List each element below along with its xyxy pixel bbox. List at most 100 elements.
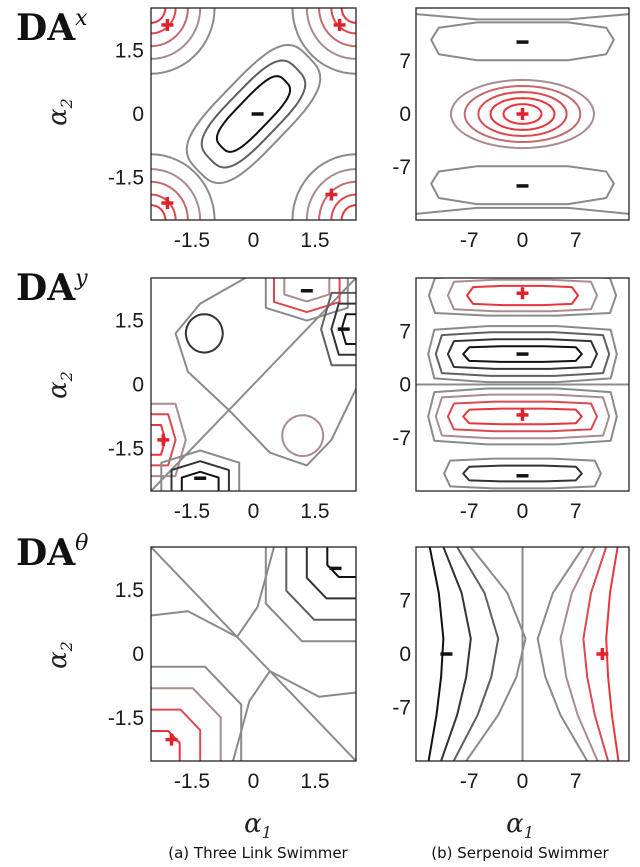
y-tick-label: -1.5 [108,437,144,460]
row-label: DAx [16,6,88,49]
contour-line [151,153,216,220]
plus-marker [157,433,170,446]
x-tick-label: -7 [460,229,479,252]
contour-line [151,730,181,761]
x-tick-label: 0 [517,229,529,252]
contour-line [462,407,583,426]
contour-line [151,708,202,761]
contour-line [427,387,618,446]
contour-line [326,547,356,578]
contour-line [215,75,292,153]
panel-frame [415,7,630,221]
contour-line [200,59,307,169]
contour-lines [416,13,629,215]
row-label: DAy [16,266,88,309]
panel-frame [415,546,630,762]
contour-line [446,400,598,433]
contour-line [151,204,167,220]
contour-line [151,402,187,478]
contour-panel-three-link-DAtheta: -1.5 0 1.5 1.5 0 -1.5 [108,546,357,793]
contour-line [430,165,615,206]
contour-line [151,665,243,761]
x-axis-label: α1 [244,809,272,842]
contour-line [440,547,472,761]
x-tick-label: -1.5 [174,229,210,252]
contour-line [170,460,230,491]
contour-line [281,414,325,458]
contour-line [305,547,356,600]
contour-line [283,278,331,303]
y-tick-label: 0 [399,103,411,126]
contour-line [465,547,527,761]
contour-lines [151,278,356,491]
y-axis-label: α2 [43,371,76,399]
contour-line [160,449,241,491]
row-label: DAθ [16,531,88,574]
x-tick-label: 0 [248,770,260,793]
y-tick-label: -7 [392,156,411,179]
x-tick-label: 1.5 [300,500,329,523]
plus-marker [516,287,529,300]
contour-line [264,547,356,643]
panel-frame [150,7,357,221]
x-tick-label: 1.5 [300,229,329,252]
contour-lines [416,278,629,490]
contour-line [180,470,220,491]
contour-lines [151,8,356,220]
contour-lines [427,547,620,761]
caption-right: (b) Serpenoid Swimmer [431,844,609,862]
contour-lines [151,547,356,761]
panel-frame [415,277,630,492]
contour-line [434,331,611,377]
contour-line [151,8,189,48]
contour-line [416,206,629,215]
contour-line [434,393,611,440]
contour-line [430,21,615,62]
y-tick-label: 0 [132,374,144,397]
zero-line [269,670,356,761]
contour-line [466,284,579,307]
contour-line [151,687,222,761]
contour-line [502,103,543,125]
contour-line [463,85,582,143]
y-tick-label: 1.5 [115,39,144,62]
contour-line [232,670,356,761]
contour-panel-three-link-DAy: -1.5 0 1.5 1.5 0 -1.5 [108,277,357,523]
contour-line [151,8,177,35]
y-tick-label: 1.5 [115,579,144,602]
contour-line [462,464,583,483]
contour-line [559,547,599,761]
x-tick-label: 0 [248,500,260,523]
contour-line [151,193,177,220]
y-tick-label: -1.5 [108,167,144,190]
plus-marker [165,733,178,746]
x-tick-label: 0 [517,500,529,523]
y-tick-label: 0 [399,374,411,397]
plus-marker [161,18,174,31]
x-tick-label: -1.5 [174,500,210,523]
plus-marker [161,197,174,210]
x-tick-label: -7 [460,770,479,793]
x-tick-label: 7 [570,500,582,523]
contour-line [185,43,322,185]
y-tick-label: 7 [399,590,411,613]
contour-line [320,291,356,367]
contour-line [285,547,356,621]
plus-marker [516,108,529,120]
contour-panel-serpenoid-DAtheta: -7 0 7 7 0 -7 [392,546,630,793]
contour-panel-serpenoid-DAy: -7 0 7 7 0 -7 [392,277,630,523]
contour-line [489,97,556,131]
contour-line [582,547,610,761]
contour-line [536,547,589,761]
contour-line [151,547,275,638]
contour-panel-three-link-DAx: -1.5 0 1.5 1.5 0 -1.5 [108,7,357,252]
contour-line [443,457,602,490]
contour-line [416,13,629,21]
contour-line [151,168,202,220]
contour-line [452,547,500,761]
contour-line [477,91,568,137]
contour-line [427,547,445,761]
panel-frame [150,546,357,762]
contour-line [184,313,224,354]
